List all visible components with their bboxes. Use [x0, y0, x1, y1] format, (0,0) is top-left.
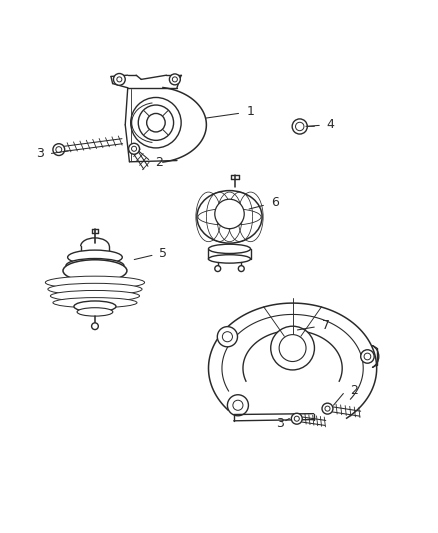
Circle shape [56, 147, 62, 152]
Text: 4: 4 [326, 118, 334, 131]
Circle shape [325, 406, 330, 411]
Circle shape [117, 77, 122, 82]
Circle shape [138, 105, 173, 140]
Circle shape [364, 353, 371, 360]
Circle shape [322, 403, 333, 414]
Text: 7: 7 [322, 319, 330, 332]
Ellipse shape [67, 250, 122, 264]
Text: 2: 2 [155, 156, 163, 169]
Ellipse shape [48, 284, 142, 295]
Ellipse shape [46, 276, 145, 289]
Circle shape [170, 74, 180, 85]
Circle shape [215, 199, 244, 229]
Circle shape [294, 416, 299, 421]
Ellipse shape [50, 290, 140, 301]
Circle shape [271, 326, 314, 370]
Circle shape [131, 98, 181, 148]
Circle shape [53, 144, 65, 156]
Circle shape [131, 146, 137, 151]
Ellipse shape [208, 255, 251, 263]
Circle shape [361, 350, 374, 363]
Circle shape [113, 74, 125, 85]
Ellipse shape [77, 308, 113, 316]
Circle shape [279, 335, 306, 361]
Circle shape [129, 143, 140, 154]
Text: 3: 3 [276, 417, 284, 430]
Text: 5: 5 [159, 247, 167, 260]
Ellipse shape [197, 191, 262, 243]
Circle shape [172, 77, 177, 82]
Circle shape [238, 265, 244, 271]
Circle shape [233, 400, 243, 410]
Ellipse shape [208, 244, 251, 254]
Ellipse shape [74, 301, 116, 312]
Circle shape [291, 413, 302, 424]
Text: 6: 6 [271, 196, 279, 209]
Circle shape [296, 122, 304, 131]
Circle shape [223, 332, 233, 342]
Circle shape [92, 323, 98, 329]
Circle shape [292, 119, 307, 134]
Text: 3: 3 [36, 147, 44, 160]
Ellipse shape [66, 259, 124, 273]
Text: 2: 2 [350, 384, 358, 398]
Circle shape [215, 265, 221, 271]
Circle shape [217, 327, 237, 347]
Circle shape [147, 114, 165, 132]
Circle shape [227, 395, 248, 416]
Text: 1: 1 [247, 105, 254, 118]
Ellipse shape [53, 297, 137, 308]
Ellipse shape [63, 260, 127, 281]
Ellipse shape [67, 268, 122, 280]
